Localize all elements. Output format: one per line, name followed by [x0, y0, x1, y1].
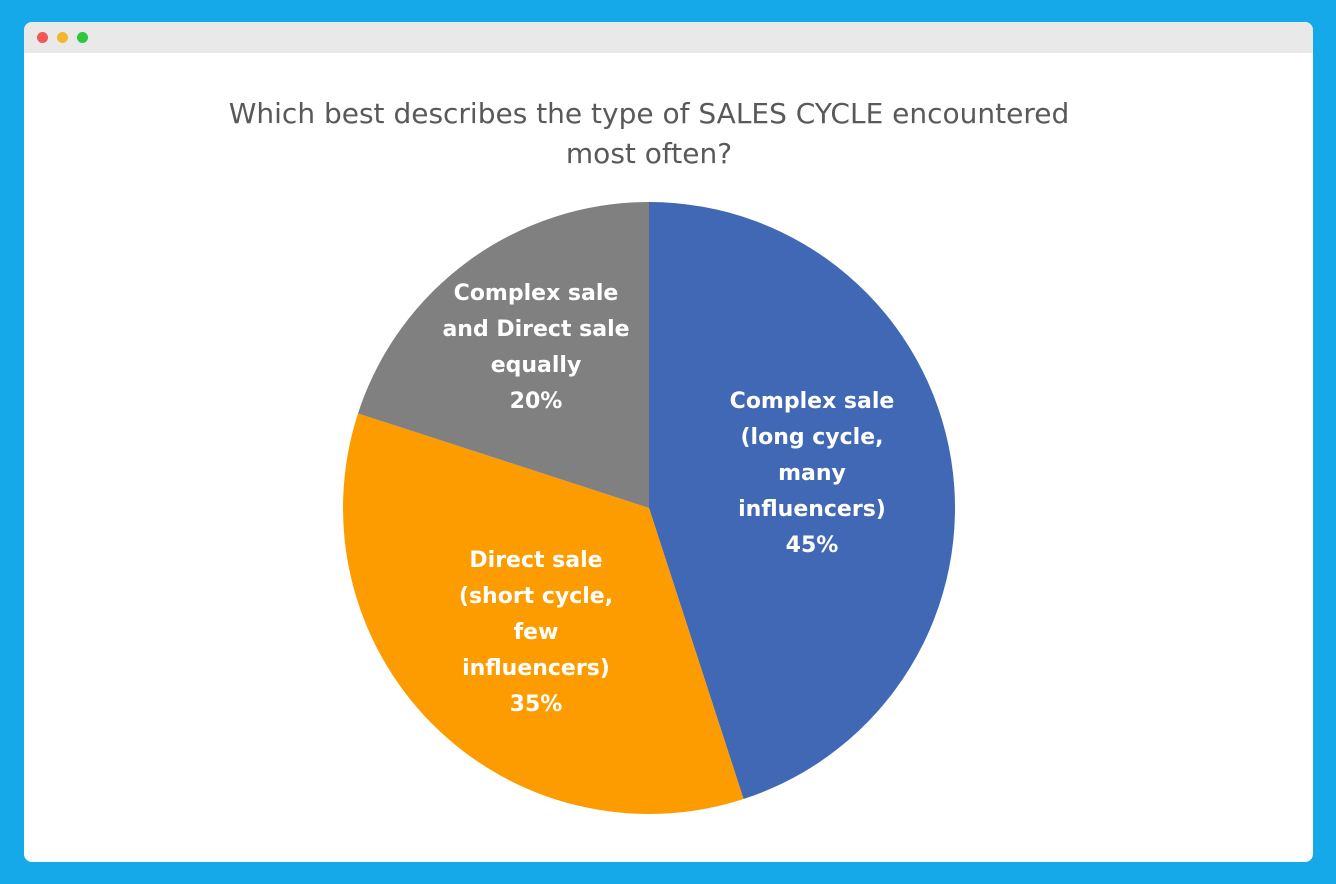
- slice-category-label: equally: [491, 353, 582, 378]
- slice-category-label: influencers): [462, 656, 610, 681]
- slice-category-label: (short cycle,: [459, 584, 613, 609]
- slice-data-label: Complex sale and Direct sale equally 20%: [442, 281, 629, 414]
- slice-category-label: Complex sale: [454, 281, 619, 306]
- slice-percent-label: 35%: [510, 692, 563, 717]
- slice-category-label: influencers): [738, 497, 886, 522]
- browser-window: Which best describes the type of SALES C…: [24, 22, 1313, 862]
- maximize-dot-icon[interactable]: [77, 32, 88, 43]
- slice-category-label: and Direct sale: [442, 317, 629, 342]
- close-dot-icon[interactable]: [37, 32, 48, 43]
- slice-data-label: Complex sale (long cycle, many influencers)…: [730, 389, 895, 558]
- slice-data-label: Direct sale (short cycle, few influencers) 3…: [459, 548, 613, 717]
- slice-category-label: few: [514, 620, 559, 645]
- slice-category-label: Complex sale: [730, 389, 895, 414]
- slice-percent-label: 45%: [786, 533, 839, 558]
- minimize-dot-icon[interactable]: [57, 32, 68, 43]
- pie-slice: [342, 413, 744, 814]
- pie-chart: Complex sale (long cycle, many influencers)…: [342, 202, 956, 814]
- slice-category-label: many: [778, 461, 846, 486]
- slice-category-label: Direct sale: [469, 548, 602, 573]
- pie-slice: [649, 202, 956, 800]
- window-titlebar: [24, 22, 1313, 53]
- slice-percent-label: 20%: [510, 389, 563, 414]
- slice-category-label: (long cycle,: [740, 425, 883, 450]
- chart-title: Which best describes the type of SALES C…: [228, 97, 1070, 170]
- pie-slice: [357, 202, 649, 508]
